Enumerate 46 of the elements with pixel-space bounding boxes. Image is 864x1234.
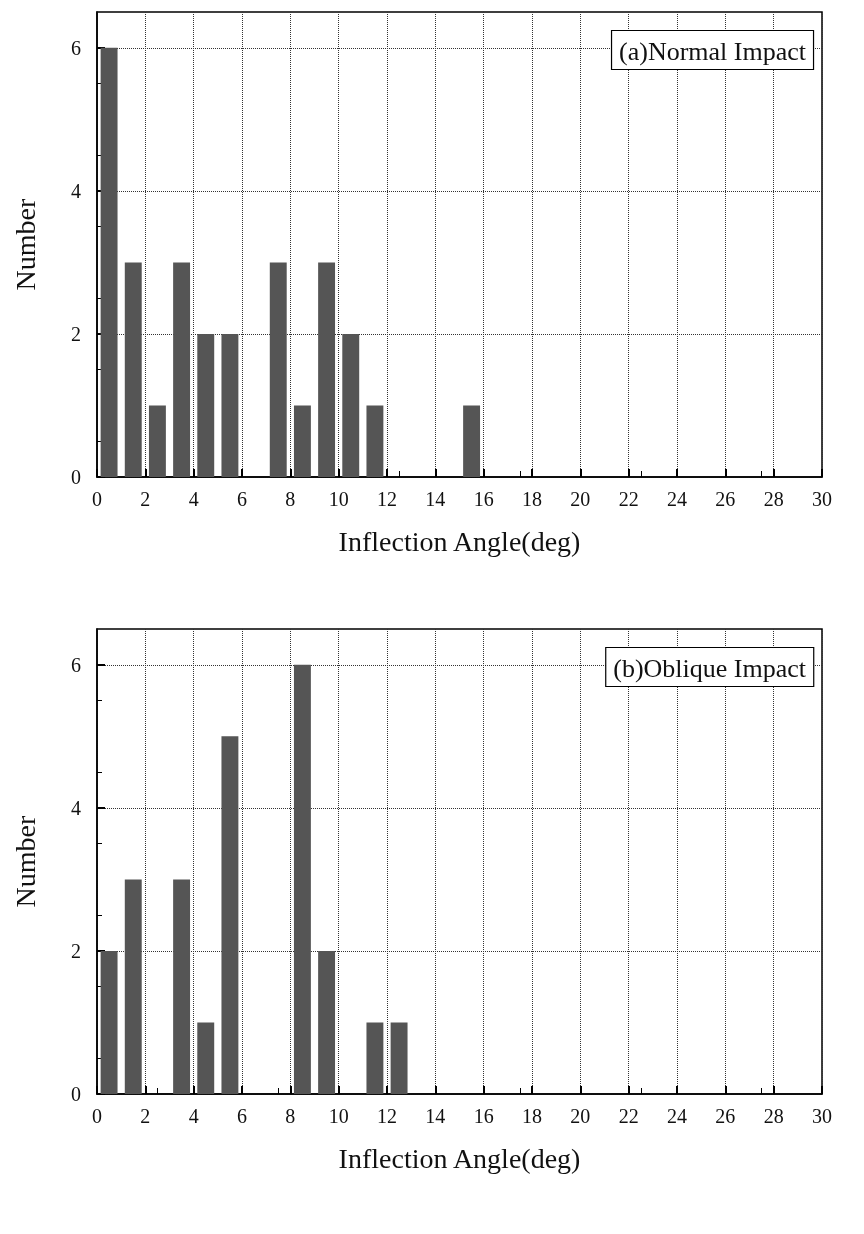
- x-tick-label: 4: [188, 1105, 199, 1127]
- y-tick-label: 0: [71, 1083, 81, 1105]
- x-tick-label: 12: [377, 488, 397, 510]
- x-tick-label: 10: [328, 488, 349, 510]
- y-tick-label: 0: [71, 466, 81, 488]
- x-tick-label: 18: [522, 1105, 542, 1127]
- x-tick-label: 28: [763, 1105, 784, 1127]
- x-tick-label: 0: [92, 1105, 102, 1127]
- x-axis-title: Inflection Angle(deg): [338, 525, 581, 557]
- x-tick-label: 2: [140, 1105, 151, 1127]
- x-tick-label: 24: [667, 488, 687, 510]
- x-tick-label: 24: [667, 1105, 687, 1127]
- y-tick-label: 6: [71, 36, 81, 59]
- y-tick-label: 4: [71, 179, 81, 202]
- x-tick-label: 20: [570, 488, 591, 510]
- x-tick-label: 16: [473, 488, 494, 510]
- x-tick-label: 26: [715, 1105, 736, 1127]
- text: (a)Normal Impact: [619, 36, 807, 66]
- x-tick-label: 30: [812, 488, 832, 510]
- y-axis-title: Number: [9, 197, 41, 291]
- x-tick-label: 28: [763, 488, 784, 510]
- x-tick-label: 18: [522, 488, 542, 510]
- x-tick-label: 20: [570, 1105, 591, 1127]
- y-tick-label: 4: [71, 796, 81, 819]
- x-tick-label: 26: [715, 488, 736, 510]
- y-tick-label: 2: [71, 939, 81, 962]
- x-tick-label: 8: [285, 1105, 296, 1127]
- x-tick-label: 14: [425, 488, 446, 510]
- x-tick-label: 4: [188, 488, 199, 510]
- text: (b)Oblique Impact: [613, 653, 807, 683]
- x-tick-label: 2: [140, 488, 151, 510]
- x-tick-label: 12: [377, 1105, 397, 1127]
- y-axis-title: Number: [9, 814, 41, 908]
- x-axis-title: Inflection Angle(deg): [338, 1142, 581, 1174]
- x-tick-label: 0: [92, 488, 102, 510]
- x-tick-label: 30: [812, 1105, 832, 1127]
- x-tick-label: 22: [618, 1105, 639, 1127]
- x-tick-label: 14: [425, 1105, 446, 1127]
- y-tick-label: 2: [71, 322, 81, 345]
- x-tick-label: 6: [237, 488, 247, 510]
- y-tick-label: 6: [71, 653, 81, 676]
- x-tick-label: 22: [618, 488, 639, 510]
- x-tick-label: 8: [285, 488, 296, 510]
- x-tick-label: 10: [328, 1105, 349, 1127]
- x-tick-label: 6: [237, 1105, 247, 1127]
- x-tick-label: 16: [473, 1105, 494, 1127]
